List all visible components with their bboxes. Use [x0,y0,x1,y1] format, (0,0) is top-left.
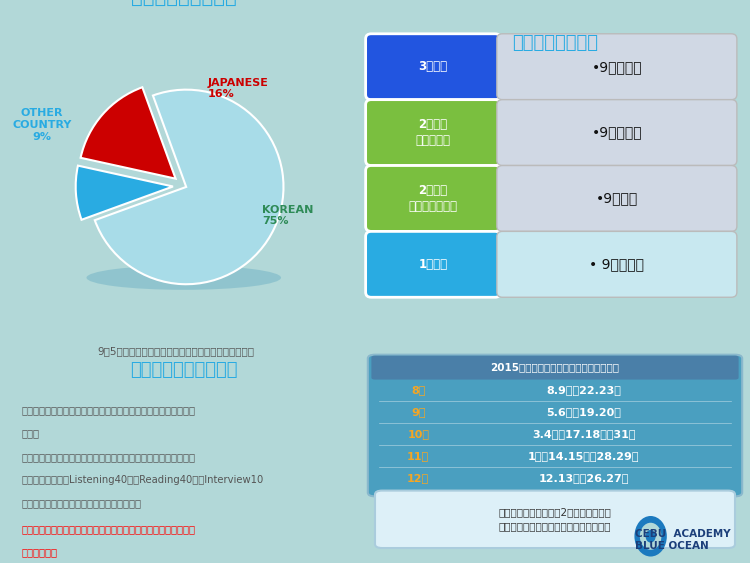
FancyBboxPatch shape [496,34,736,100]
Wedge shape [94,90,284,284]
Text: 12月: 12月 [407,473,429,483]
Text: 2人部屋
（オーシャン）: 2人部屋 （オーシャン） [409,184,458,213]
Text: 8.9日、22.23日: 8.9日、22.23日 [546,386,621,395]
Text: ベル分けテスト（Listening40分，Reading40分，Interview10: ベル分けテスト（Listening40分，Reading40分，Intervie… [22,475,264,485]
Text: 当校では学生に適格なレベルの授業を提供する為に、到着後にレ: 当校では学生に適格なレベルの授業を提供する為に、到着後にレ [22,452,196,462]
FancyBboxPatch shape [366,231,501,297]
FancyBboxPatch shape [496,100,736,166]
Text: •9月５日～: •9月５日～ [592,60,642,74]
Text: になります。: になります。 [22,547,58,557]
Text: 12.13日、26.27日: 12.13日、26.27日 [538,473,629,483]
Text: 10月: 10月 [407,429,429,439]
Text: 9月: 9月 [411,407,425,417]
FancyBboxPatch shape [366,100,501,166]
Text: 1人部屋: 1人部屋 [419,258,448,271]
Text: 3.4日、17.18日、31日: 3.4日、17.18日、31日 [532,429,635,439]
Text: ホテルへの入寮は土曜の午後１時から可能で前泊料金は発生しま: ホテルへの入寮は土曜の午後１時から可能で前泊料金は発生しま [22,405,196,415]
Wedge shape [80,87,176,178]
FancyBboxPatch shape [366,166,501,231]
Text: 5.6日、19.20日: 5.6日、19.20日 [546,407,621,417]
Wedge shape [76,166,173,220]
Ellipse shape [86,266,281,290]
Text: JAPANESE
16%: JAPANESE 16% [208,78,269,99]
Circle shape [634,516,667,556]
Text: ブルーオーシャンでは2週間毎の土日に
無料空港ピックアップを行っています。: ブルーオーシャンでは2週間毎の土日に 無料空港ピックアップを行っています。 [499,507,611,531]
Text: KOREAN
75%: KOREAN 75% [262,205,314,226]
Text: 8月: 8月 [411,386,425,395]
Circle shape [640,522,662,549]
Text: 1日、14.15日、28.29日: 1日、14.15日、28.29日 [528,451,640,461]
Text: 11月: 11月 [407,451,429,461]
Circle shape [646,530,656,543]
Text: 全学生一斉に月曜にレベルテストを行って、火曜からの授業開始: 全学生一斉に月曜にレベルテストを行って、火曜からの授業開始 [22,524,196,534]
Text: OTHER
COUNTRY
9%: OTHER COUNTRY 9% [12,109,71,141]
Text: CEBU  ACADEMY
BLUE OCEAN: CEBU ACADEMY BLUE OCEAN [634,529,730,551]
Text: 分）を行った上で時間割を作成しています。: 分）を行った上で時間割を作成しています。 [22,499,142,508]
Text: 学生受け入れ状況: 学生受け入れ状況 [512,34,598,52]
Text: せん。: せん。 [22,428,40,439]
Text: 2015年レギュラーピックアップ日程一覧: 2015年レギュラーピックアップ日程一覧 [490,363,620,373]
FancyBboxPatch shape [368,355,742,497]
FancyBboxPatch shape [496,231,736,297]
Text: • 9月５日～: • 9月５日～ [590,257,644,271]
FancyBboxPatch shape [371,356,739,379]
FancyBboxPatch shape [375,490,735,548]
FancyBboxPatch shape [496,166,736,231]
Text: 9月5日以降の日本人学生比率は約３割と思われます。: 9月5日以降の日本人学生比率は約３割と思われます。 [98,346,255,356]
Title: 現在の学生国籍比率: 現在の学生国籍比率 [130,0,237,7]
Text: 2人部屋
（シティ）: 2人部屋 （シティ） [416,118,451,147]
Text: 入学に関する注意事項: 入学に関する注意事項 [130,361,238,379]
FancyBboxPatch shape [366,34,501,100]
Text: 3人部屋: 3人部屋 [419,60,448,73]
Text: •9月５～: •9月５～ [596,191,638,205]
Text: •9月５日～: •9月５日～ [592,126,642,140]
